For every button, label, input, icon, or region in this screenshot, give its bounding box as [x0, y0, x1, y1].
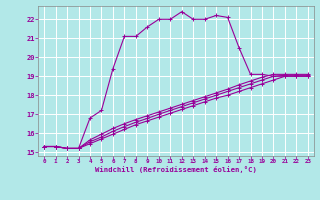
X-axis label: Windchill (Refroidissement éolien,°C): Windchill (Refroidissement éolien,°C)	[95, 166, 257, 173]
